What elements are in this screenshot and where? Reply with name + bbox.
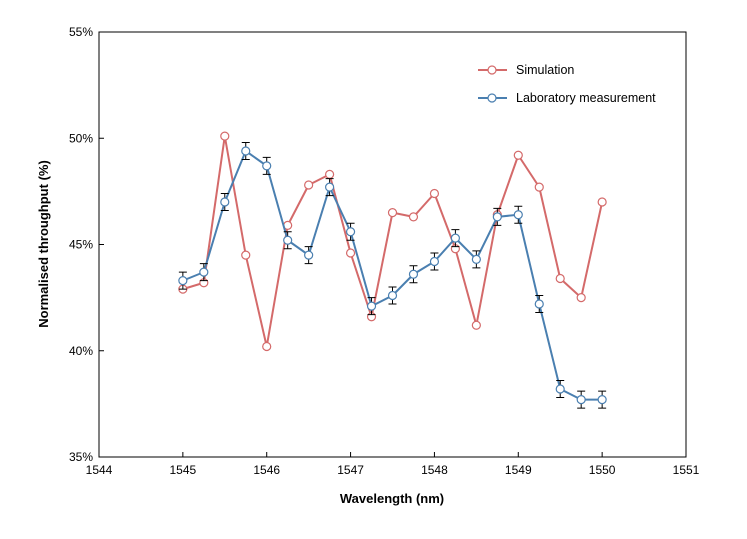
y-tick-label: 35% [69,450,93,464]
data-point-measurement [325,182,335,192]
y-axis-ticks: 35% 40% 45% 50% 55% [69,25,104,464]
data-point-simulation [534,182,544,192]
data-point-measurement [241,146,251,156]
y-axis-title: Normalised throughput (%) [36,160,51,328]
data-point-simulation [471,320,481,330]
data-point-simulation [513,150,523,160]
data-point-measurement [220,197,230,207]
data-point-simulation [241,250,251,260]
y-tick-label: 50% [69,131,93,145]
data-point-measurement [471,254,481,264]
data-point-simulation [220,131,230,141]
x-tick-label: 1549 [505,463,532,477]
series-simulation [178,131,607,352]
data-point-simulation [429,188,440,199]
data-point-measurement [178,276,188,286]
series-layer [178,131,607,409]
data-point-measurement [555,384,565,394]
x-tick-label: 1545 [170,463,197,477]
x-tick-label: 1548 [421,463,448,477]
data-point-simulation [597,197,607,207]
data-point-simulation [345,248,356,258]
data-point-simulation [387,208,398,218]
legend-simulation-marker [487,65,497,75]
x-tick-label: 1551 [673,463,700,477]
data-point-measurement [366,301,377,311]
x-tick-label: 1544 [86,463,113,477]
x-tick-label: 1550 [589,463,616,477]
data-point-measurement [513,210,523,220]
legend-measurement-label: Laboratory measurement [516,91,656,105]
legend: Simulation Laboratory measurement [478,63,656,105]
data-point-measurement [597,395,607,405]
x-axis-title: Wavelength (nm) [340,491,444,506]
x-tick-label: 1546 [253,463,280,477]
data-point-measurement [576,395,586,405]
data-point-measurement [345,227,356,237]
data-point-measurement [387,290,398,301]
series-measurement [178,142,607,409]
data-point-measurement [429,256,440,267]
series-simulation-line [182,135,604,348]
x-axis-ticks: 1544 1545 1546 1547 1548 1549 1550 1551 [86,452,700,477]
data-point-measurement [534,299,544,309]
legend-measurement-marker [487,93,497,103]
data-point-simulation [555,273,565,284]
data-point-measurement [492,212,502,222]
data-point-measurement [450,233,460,243]
data-point-simulation [304,180,314,190]
data-point-measurement [304,250,314,260]
y-tick-label: 40% [69,344,93,358]
data-point-measurement [199,267,209,277]
data-point-simulation [408,212,419,222]
data-point-measurement [283,235,293,245]
data-point-measurement [262,161,272,171]
y-tick-label: 45% [69,238,93,252]
x-tick-label: 1547 [337,463,364,477]
legend-simulation-label: Simulation [516,63,574,77]
data-point-simulation [576,293,586,303]
y-tick-label: 55% [69,25,93,39]
data-point-measurement [408,269,419,279]
data-point-simulation [262,341,272,352]
data-point-simulation [325,169,335,179]
